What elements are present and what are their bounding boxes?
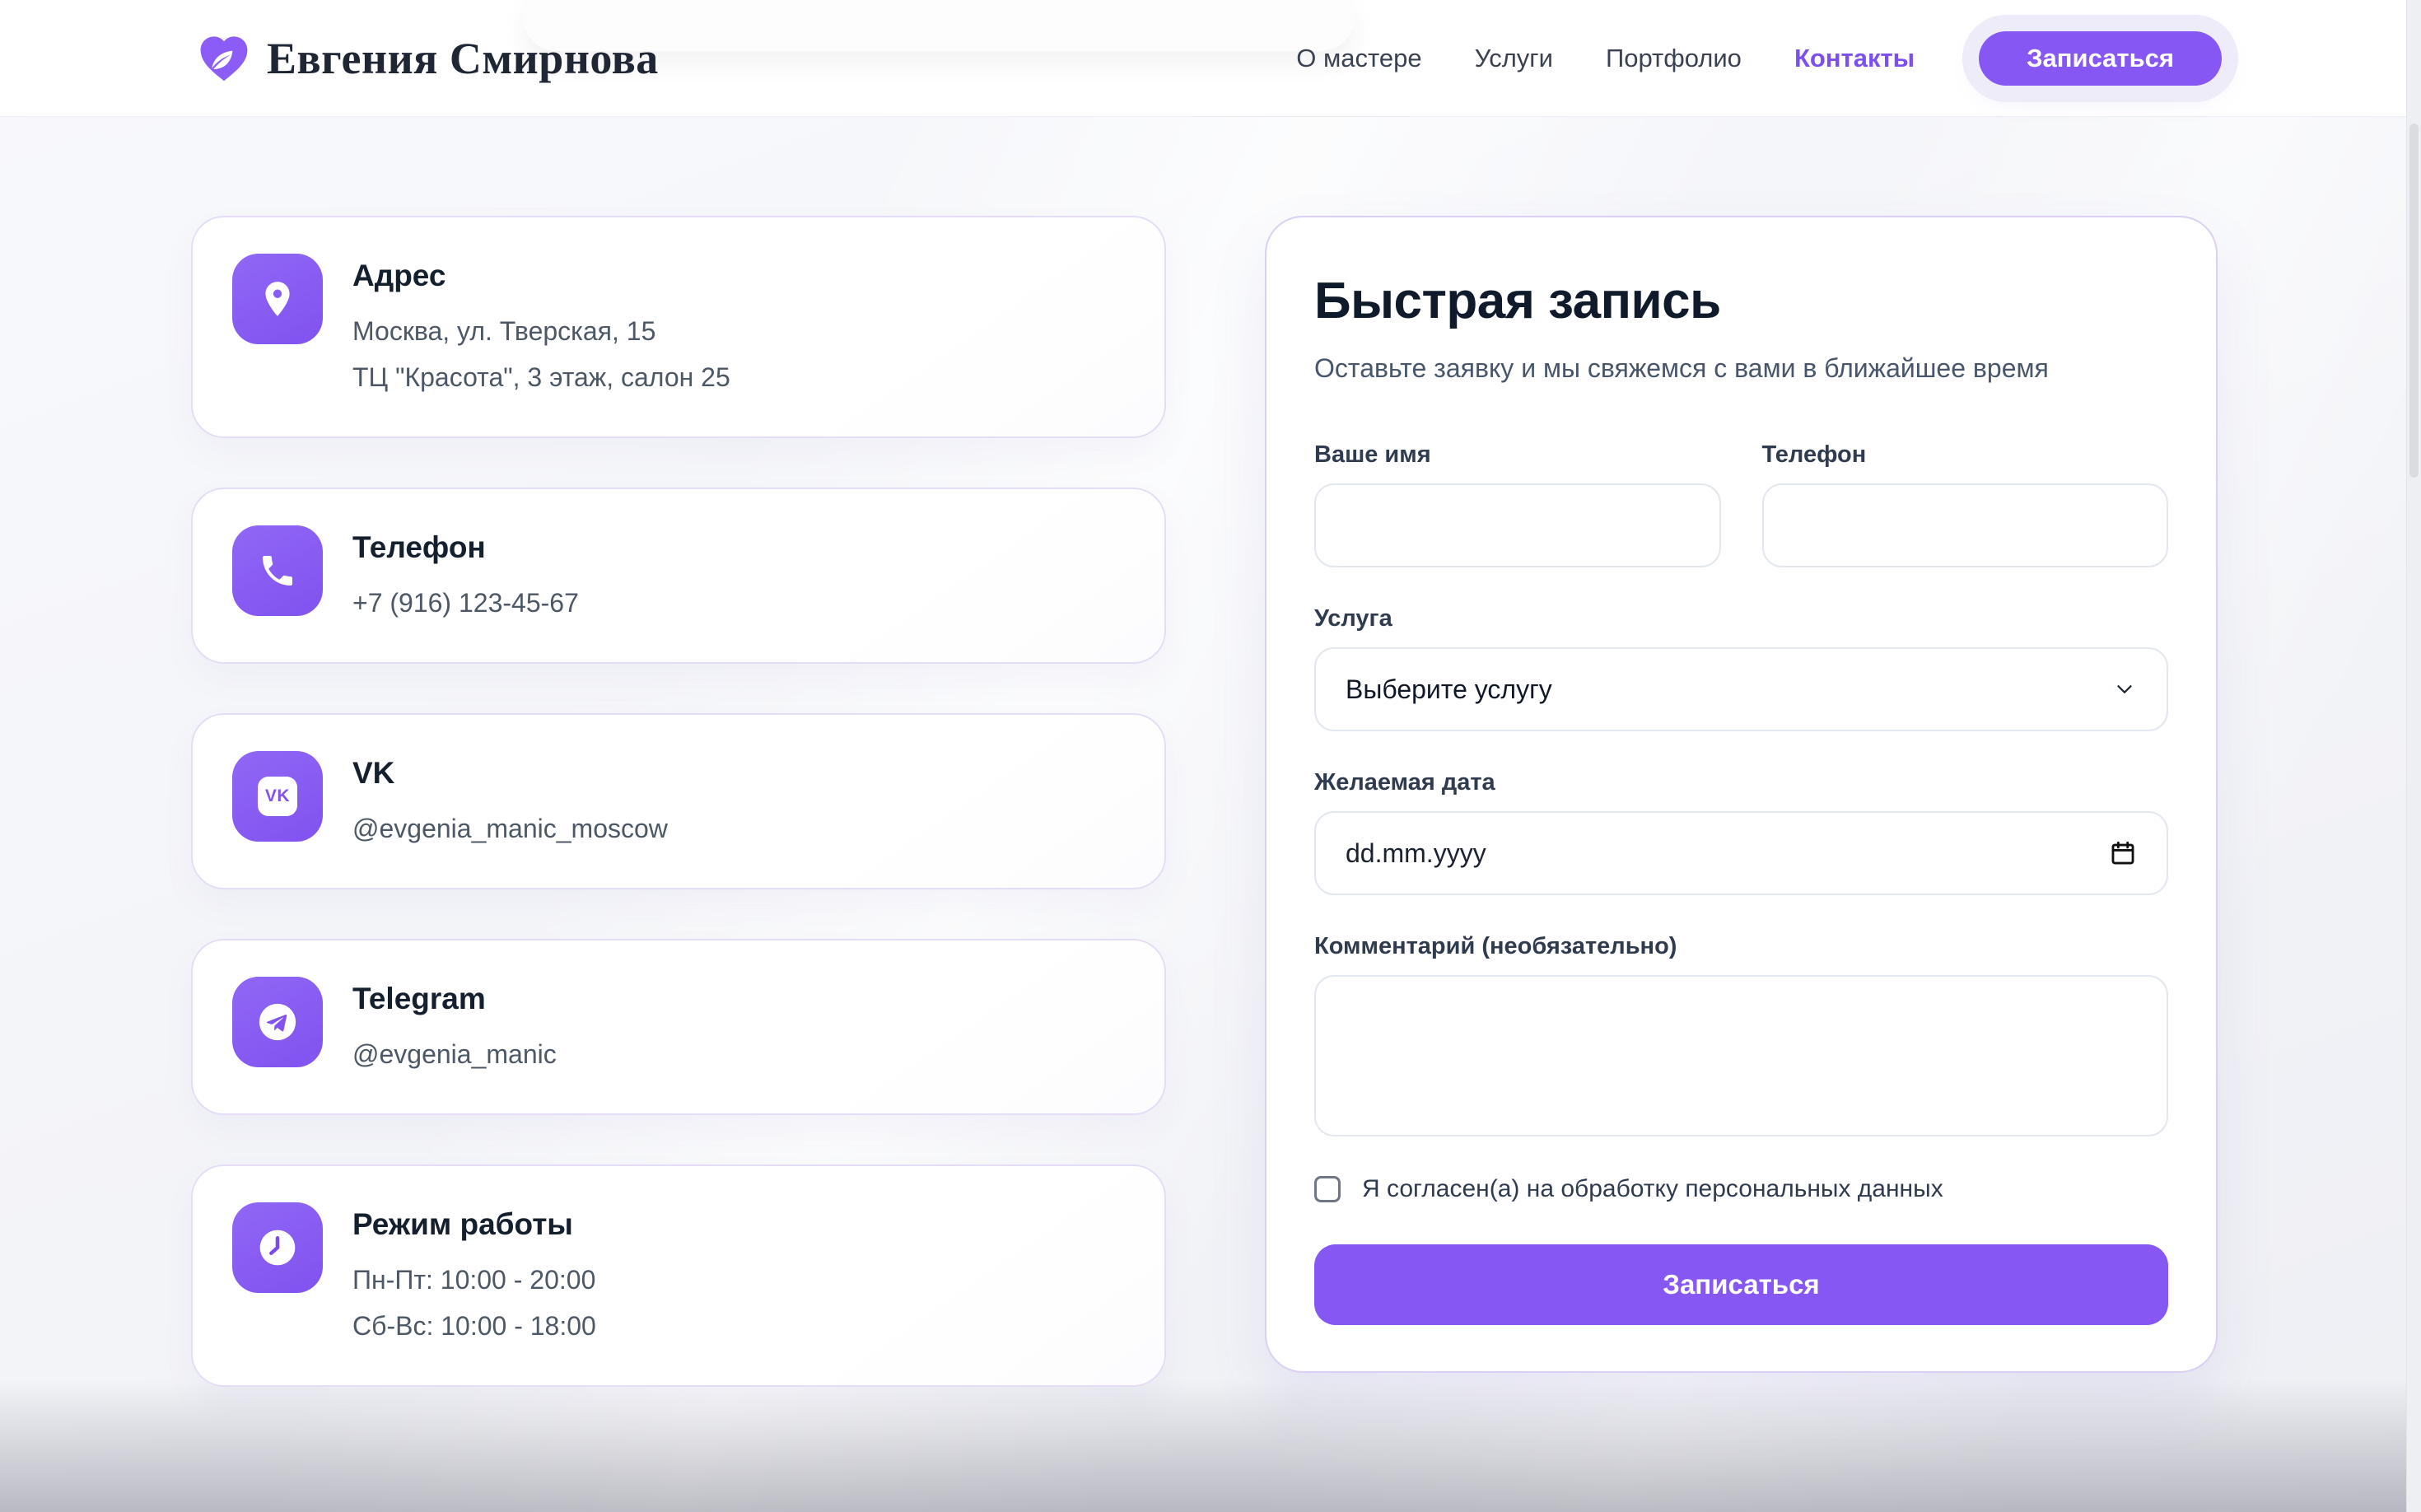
phone-card-text: Телефон +7 (916) 123-45-67 bbox=[352, 525, 579, 626]
booking-form-card: Быстрая запись Оставьте заявку и мы свяж… bbox=[1265, 216, 2218, 1373]
phone-input[interactable] bbox=[1761, 483, 2168, 567]
chevron-down-icon bbox=[2117, 685, 2132, 693]
heart-leaf-icon bbox=[200, 35, 248, 81]
telegram-card-text: Telegram @evgenia_manic bbox=[352, 977, 557, 1077]
address-card-text: Адрес Москва, ул. Тверская, 15 ТЦ "Красо… bbox=[352, 254, 730, 400]
name-label: Ваше имя bbox=[1314, 441, 1431, 468]
date-placeholder: dd.mm.yyyy bbox=[1346, 838, 1486, 868]
hours-weekdays: Пн-Пт: 10:00 - 20:00 bbox=[352, 1265, 596, 1295]
address-line-1: Москва, ул. Тверская, 15 bbox=[352, 316, 656, 346]
card-title: Режим работы bbox=[352, 1207, 573, 1241]
vk-badge: VK bbox=[258, 777, 297, 816]
service-label: Услуга bbox=[1314, 605, 1392, 632]
card-title: Телефон bbox=[352, 530, 486, 564]
content: Адрес Москва, ул. Тверская, 15 ТЦ "Красо… bbox=[191, 216, 2218, 1387]
vk-card-text: VK @evgenia_manic_moscow bbox=[352, 751, 668, 852]
date-label: Желаемая дата bbox=[1314, 769, 1495, 796]
vk-icon: VK bbox=[232, 751, 323, 842]
brand-logo[interactable]: Евгения Смирнова bbox=[198, 33, 659, 84]
telegram-card: Telegram @evgenia_manic bbox=[191, 939, 1166, 1115]
scrollbar[interactable] bbox=[2406, 0, 2421, 1512]
work-hours-text: Режим работы Пн-Пт: 10:00 - 20:00 Сб-Вс:… bbox=[352, 1202, 596, 1349]
main-nav: О мастере Услуги Портфолио Контакты bbox=[1296, 44, 1915, 73]
card-title: Адрес bbox=[352, 259, 446, 292]
name-phone-row: Ваше имя Телефон bbox=[1314, 441, 2168, 567]
date-input[interactable]: dd.mm.yyyy bbox=[1314, 811, 2168, 895]
telegram-icon bbox=[232, 977, 323, 1067]
name-field-group: Ваше имя bbox=[1314, 441, 1721, 567]
clock-icon bbox=[232, 1202, 323, 1293]
date-field-group: Желаемая дата dd.mm.yyyy bbox=[1314, 769, 2168, 895]
phone-icon bbox=[232, 525, 323, 616]
vk-card: VK VK @evgenia_manic_moscow bbox=[191, 713, 1166, 889]
form-subtitle: Оставьте заявку и мы свяжемся с вами в б… bbox=[1314, 353, 2049, 383]
address-card: Адрес Москва, ул. Тверская, 15 ТЦ "Красо… bbox=[191, 216, 1166, 438]
contact-cards-column: Адрес Москва, ул. Тверская, 15 ТЦ "Красо… bbox=[191, 216, 1166, 1387]
form-title: Быстрая запись bbox=[1314, 273, 1721, 329]
telegram-handle[interactable]: @evgenia_manic bbox=[352, 1039, 557, 1069]
phone-label: Телефон bbox=[1761, 441, 1867, 468]
calendar-icon[interactable] bbox=[2109, 839, 2137, 867]
map-pin-icon bbox=[232, 254, 323, 344]
service-select[interactable]: Выберите услугу bbox=[1314, 647, 2168, 731]
phone-card: Телефон +7 (916) 123-45-67 bbox=[191, 488, 1166, 664]
comment-textarea[interactable] bbox=[1314, 975, 2168, 1136]
scrollbar-thumb[interactable] bbox=[2409, 124, 2419, 478]
address-line-2: ТЦ "Красота", 3 этаж, салон 25 bbox=[352, 362, 730, 392]
work-hours-card: Режим работы Пн-Пт: 10:00 - 20:00 Сб-Вс:… bbox=[191, 1164, 1166, 1387]
bottom-shade bbox=[0, 1380, 2406, 1512]
phone-field-group: Телефон bbox=[1761, 441, 2168, 567]
consent-checkbox[interactable] bbox=[1314, 1176, 1341, 1202]
cta-wrap: Записаться bbox=[1979, 30, 2222, 86]
service-selected-value: Выберите услугу bbox=[1346, 674, 1552, 704]
nav-services[interactable]: Услуги bbox=[1474, 43, 1553, 72]
name-input[interactable] bbox=[1314, 483, 1721, 567]
service-field-group: Услуга Выберите услугу bbox=[1314, 605, 2168, 731]
consent-row: Я согласен(а) на обработку персональных … bbox=[1314, 1175, 2168, 1203]
vk-handle[interactable]: @evgenia_manic_moscow bbox=[352, 814, 668, 843]
card-title: Telegram bbox=[352, 982, 486, 1015]
header: Евгения Смирнова О мастере Услуги Портфо… bbox=[0, 0, 2406, 117]
phone-number[interactable]: +7 (916) 123-45-67 bbox=[352, 588, 579, 618]
nav-about[interactable]: О мастере bbox=[1296, 43, 1422, 72]
header-book-button[interactable]: Записаться bbox=[1979, 30, 2222, 86]
nav-contacts[interactable]: Контакты bbox=[1794, 43, 1915, 72]
consent-label: Я согласен(а) на обработку персональных … bbox=[1362, 1175, 1943, 1202]
comment-field-group: Комментарий (необязательно) bbox=[1314, 933, 2168, 1141]
comment-label: Комментарий (необязательно) bbox=[1314, 933, 1677, 959]
submit-button[interactable]: Записаться bbox=[1314, 1244, 2168, 1325]
nav-portfolio[interactable]: Портфолио bbox=[1605, 43, 1742, 72]
card-title: VK bbox=[352, 756, 395, 790]
hours-weekend: Сб-Вс: 10:00 - 18:00 bbox=[352, 1311, 596, 1341]
brand-name: Евгения Смирнова bbox=[267, 33, 659, 83]
